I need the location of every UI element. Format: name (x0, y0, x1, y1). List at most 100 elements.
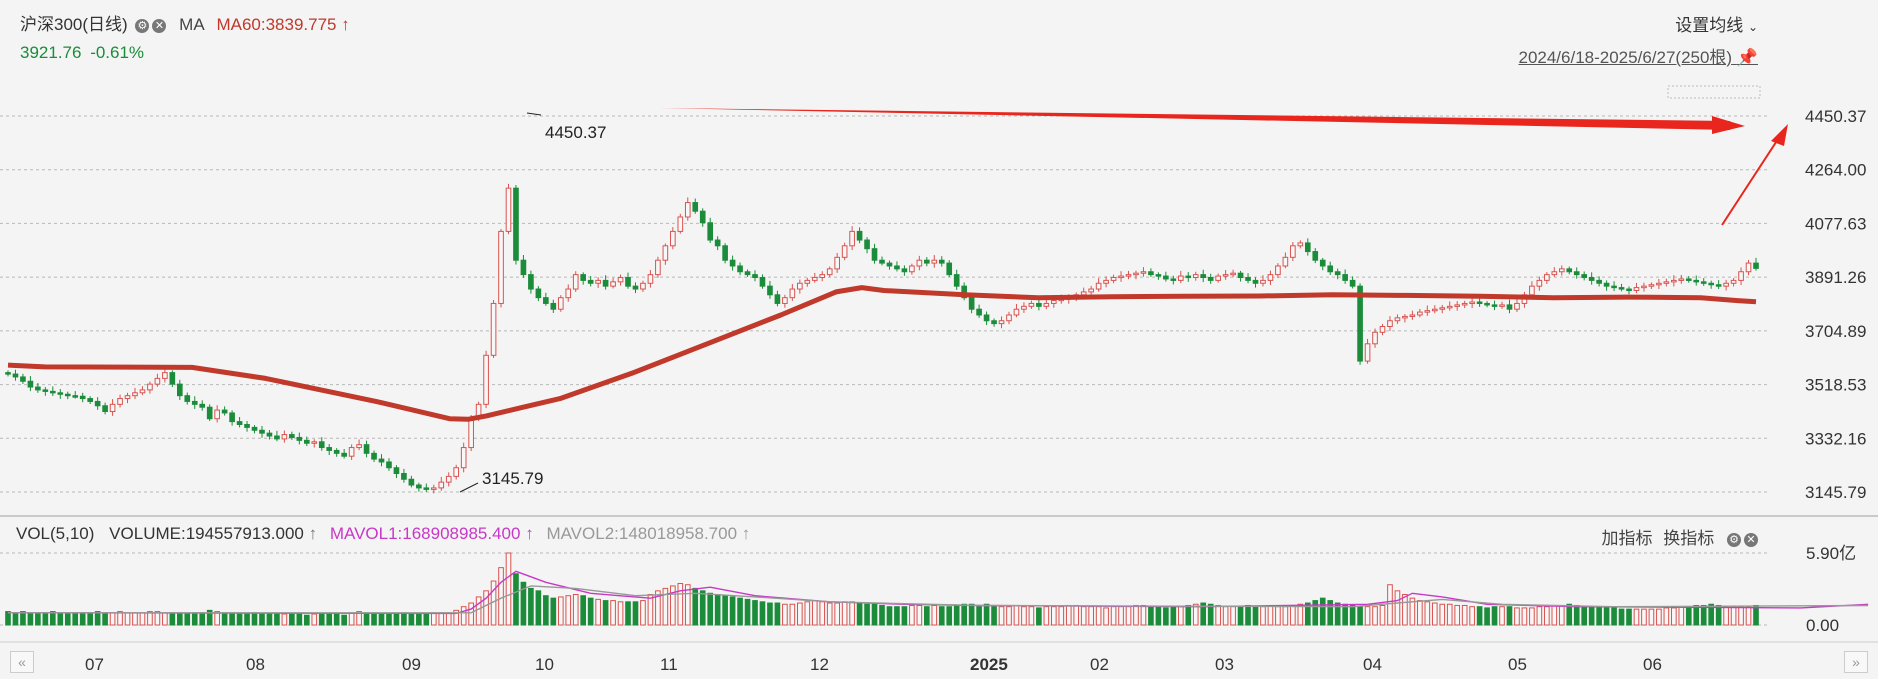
volume-bar (348, 612, 355, 626)
volume-bar (1461, 604, 1468, 626)
volume-bar (1177, 606, 1184, 626)
volume-bar (961, 603, 967, 626)
volume-bar (1685, 606, 1692, 626)
volume-bar (1588, 606, 1595, 626)
candle-body (991, 320, 997, 325)
add-indicator-button[interactable]: 加指标 (1601, 529, 1653, 548)
volume-bar (1618, 608, 1625, 626)
switch-indicator-button[interactable]: 换指标 (1663, 529, 1715, 548)
volume-bar (371, 612, 377, 626)
volume-bar (333, 613, 340, 626)
candle-body (1230, 272, 1236, 276)
close-icon[interactable]: ✕ (1744, 532, 1758, 547)
volume-bar (438, 612, 445, 626)
volume-bar (856, 602, 863, 626)
candle-body (1267, 274, 1274, 281)
price-axis-labels: 3145.79 3332.16 3518.53 3704.89 3891.26 4077.… (1805, 107, 1866, 502)
candle-body (468, 418, 474, 449)
volume-bar (826, 602, 833, 626)
volume-bar (587, 597, 594, 626)
candle-body (856, 230, 863, 241)
volume-bar (1267, 604, 1274, 626)
candle-body (924, 259, 930, 264)
gear-icon[interactable]: ⚙ (135, 18, 150, 33)
volume-bar (1058, 606, 1065, 626)
mavol2-arrow-icon: ↑ (741, 524, 751, 543)
volume-bar (1282, 606, 1289, 626)
candle-body (640, 282, 646, 290)
volume-bar (924, 606, 930, 626)
chart-title: 沪深300(日线) ⚙ ✕ MA MA60:3839.775 ↑ (20, 10, 350, 35)
volume-bar (1641, 608, 1647, 626)
volume-bar (1409, 597, 1416, 626)
volume-bar (318, 613, 325, 626)
candle-body (303, 439, 310, 444)
candle-body (1364, 343, 1371, 362)
volume-bar (1148, 606, 1154, 626)
scroll-right-button[interactable]: » (1844, 651, 1868, 673)
candle-body (1125, 274, 1132, 277)
gear-icon[interactable]: ⚙ (1727, 532, 1741, 547)
volume-bar (64, 613, 71, 626)
date-range[interactable]: 2024/6/18-2025/6/27(250根) 📌 (1518, 43, 1758, 68)
volume-bar (79, 612, 86, 626)
volume-bar (1319, 597, 1326, 626)
candle-body (1312, 251, 1319, 261)
candle-body (1402, 315, 1408, 319)
candle-body (72, 395, 79, 398)
candle-body (1641, 285, 1647, 289)
candle-body (879, 259, 885, 264)
ma-settings-label: 设置均线 (1675, 16, 1744, 35)
candle-body (1357, 285, 1363, 362)
candle-body (1275, 265, 1281, 276)
volume-bar (849, 601, 855, 626)
candle-body (333, 449, 340, 454)
volume-bar (938, 606, 945, 626)
candle-body (1028, 302, 1035, 307)
price-tick-label: 4077.63 (1805, 214, 1866, 233)
close-icon[interactable]: ✕ (152, 18, 167, 33)
ma60-line (7, 285, 1757, 422)
ma60-value: MA60:3839.775 (216, 15, 337, 34)
candle-body (1536, 279, 1543, 287)
candle-body (1334, 271, 1341, 276)
volume-bar (1028, 606, 1035, 626)
candle-body (1304, 242, 1311, 253)
scroll-left-button[interactable]: « (10, 651, 34, 673)
time-tick-label: 08 (246, 655, 265, 674)
candle-body (94, 400, 101, 407)
candle-body (692, 202, 699, 212)
candle-body (1730, 279, 1737, 284)
time-tick-label: 2025 (970, 655, 1008, 674)
volume-bar (998, 606, 1005, 626)
candle-body (849, 230, 855, 247)
volume-bar (1275, 606, 1281, 626)
volume-bar (72, 612, 79, 626)
volume-bar (819, 601, 826, 626)
volume-bar (572, 593, 579, 626)
candle-body (670, 230, 676, 247)
volume-bar (191, 612, 198, 626)
pin-icon[interactable]: 📌 (1736, 48, 1758, 67)
candle-body (57, 392, 64, 395)
candle-body (79, 395, 86, 400)
candle-body (1222, 274, 1229, 277)
chevron-down-icon: ⌄ (1747, 20, 1758, 34)
volume-bar (184, 613, 191, 626)
candle-body (729, 259, 736, 267)
volume-bar (154, 611, 161, 626)
volume-bar (1155, 606, 1162, 626)
candle-body (662, 245, 669, 261)
volume-bar (1013, 604, 1020, 626)
ma-settings-button[interactable]: 设置均线 ⌄ (1675, 11, 1758, 36)
volume-bar (147, 611, 153, 626)
volume-bar (1133, 604, 1139, 626)
volume-bar (1103, 607, 1109, 626)
candle-body (281, 434, 288, 440)
volume-bar (1648, 608, 1655, 626)
volume-bar (1006, 606, 1012, 626)
scroll-indicator[interactable] (1667, 85, 1761, 99)
change-percent: -0.61% (90, 43, 145, 62)
volume-bar (1424, 601, 1431, 626)
